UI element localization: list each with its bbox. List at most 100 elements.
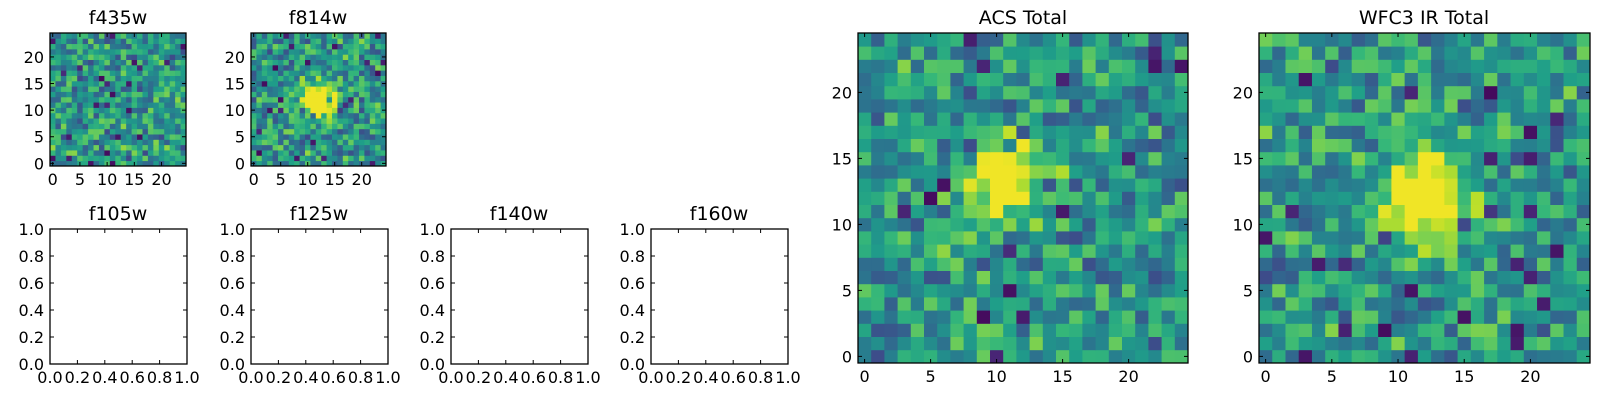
heatmap-cell (164, 64, 171, 71)
heatmap-cell (1576, 85, 1591, 100)
heatmap-cell (55, 118, 62, 124)
heatmap-cell (115, 150, 122, 156)
heatmap-cell (1082, 244, 1096, 258)
heatmap-cell (924, 336, 938, 351)
heatmap-cell (1417, 204, 1432, 219)
heatmap-cell (315, 38, 322, 45)
heatmap-cell (180, 150, 187, 156)
heatmap-cell (60, 59, 67, 66)
heatmap-cell (364, 155, 371, 162)
heatmap-cell (310, 155, 317, 162)
heatmap-cell (950, 270, 964, 285)
heatmap-cell (1042, 270, 1057, 285)
heatmap-cell (871, 112, 885, 126)
heatmap-cell (137, 43, 143, 50)
x-tick-label-f125w: 0.6 (320, 368, 345, 387)
heatmap-cell (315, 150, 322, 156)
heatmap-cell (147, 48, 154, 55)
heatmap-cell (1576, 46, 1591, 60)
heatmap-cell (1444, 138, 1458, 153)
heatmap-cell (1563, 270, 1578, 285)
heatmap-cell (1016, 204, 1030, 219)
heatmap-cell (963, 270, 978, 285)
heatmap-cell (1417, 112, 1432, 126)
heatmap-cell (884, 336, 898, 351)
heatmap-cell (1550, 217, 1564, 232)
heatmap-cell (1272, 85, 1286, 100)
heatmap-cell (288, 155, 295, 162)
heatmap-cell (1272, 46, 1286, 60)
heatmap-cell (142, 38, 149, 45)
heatmap-cell (60, 144, 67, 151)
heatmap-cell (1576, 349, 1591, 364)
heatmap-cell (131, 86, 138, 92)
heatmap-cell (109, 75, 116, 82)
heatmap-cell (299, 43, 306, 50)
heatmap-cell (175, 75, 181, 82)
heatmap-cell (283, 112, 290, 119)
heatmap-cell (1391, 46, 1406, 60)
heatmap-cell (267, 91, 273, 98)
x-tick-label-f140w: 0.0 (438, 368, 463, 387)
heatmap-cell (98, 112, 105, 119)
heatmap-cell (1135, 33, 1149, 47)
heatmap-cell (353, 86, 360, 92)
heatmap-cell (1298, 46, 1313, 60)
heatmap-cell (1298, 336, 1313, 351)
heatmap-cell (1404, 191, 1419, 205)
heatmap-cell (858, 138, 872, 153)
heatmap-cell (1444, 244, 1458, 258)
heatmap-cell (310, 86, 317, 92)
heatmap-cell (137, 91, 143, 98)
heatmap-cell (342, 43, 349, 50)
heatmap-cell (1431, 99, 1445, 113)
heatmap-cell (1325, 283, 1339, 298)
heatmap-cell (261, 43, 268, 50)
x-tick-label-f105w: 0.0 (37, 368, 62, 387)
heatmap-cell (1122, 323, 1136, 337)
heatmap-cell (1417, 99, 1432, 113)
heatmap-cell (1029, 72, 1044, 87)
heatmap-cell (1576, 125, 1591, 139)
heatmap-cell (1378, 204, 1392, 219)
heatmap-cell (1325, 99, 1339, 113)
heatmap-cell (82, 43, 89, 50)
heatmap-cell (1311, 297, 1326, 311)
heatmap-cell (120, 123, 127, 130)
heatmap-cell (342, 64, 349, 71)
heatmap-cell (261, 96, 268, 103)
heatmap-cell (1537, 231, 1551, 245)
heatmap-cell (164, 107, 171, 114)
heatmap-cell (1510, 59, 1525, 73)
heatmap-cell (256, 144, 263, 151)
heatmap-cell (288, 134, 295, 140)
heatmap-cell (1550, 59, 1564, 73)
heatmap-cell (326, 118, 333, 124)
heatmap-cell (348, 107, 354, 114)
heatmap-cell (294, 112, 300, 119)
heatmap-cell (169, 134, 176, 140)
heatmap-cell (164, 80, 171, 87)
heatmap-cell (180, 86, 187, 92)
heatmap-cell (1563, 125, 1578, 139)
heatmap-cell (305, 59, 311, 66)
heatmap-cell (1457, 297, 1472, 311)
heatmap-cell (1576, 244, 1591, 258)
heatmap-cell (50, 75, 56, 82)
heatmap-cell (990, 257, 1004, 271)
heatmap-cell (1378, 191, 1392, 205)
heatmap-cell (1016, 72, 1030, 87)
heatmap-cell (1325, 297, 1339, 311)
heatmap-cell (71, 80, 78, 87)
heatmap-cell (321, 139, 327, 146)
title-f140w: f140w (490, 203, 549, 225)
heatmap-cell (294, 91, 300, 98)
heatmap-cell (299, 102, 306, 108)
heatmap-cell (359, 86, 365, 92)
heatmap-cell (1563, 204, 1578, 219)
heatmap-cell (1174, 204, 1189, 219)
heatmap-cell (164, 150, 171, 156)
heatmap-cell (369, 43, 376, 50)
heatmap-cell (1285, 99, 1300, 113)
heatmap-cell (332, 112, 338, 119)
